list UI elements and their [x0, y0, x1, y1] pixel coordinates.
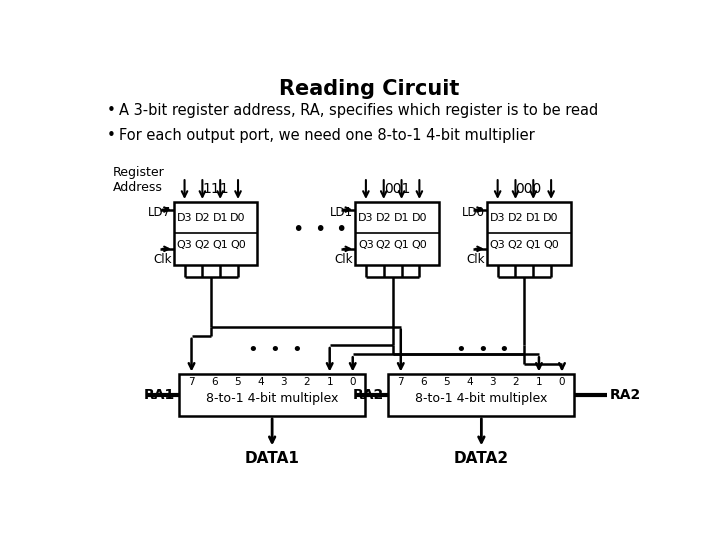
Text: 1: 1 [326, 377, 333, 387]
Text: LD7: LD7 [148, 206, 171, 219]
Text: Q2: Q2 [508, 240, 523, 249]
Text: 111: 111 [202, 182, 229, 196]
Text: Register
Address: Register Address [113, 166, 165, 194]
Text: 2: 2 [513, 377, 519, 387]
Text: •: • [336, 220, 347, 239]
Text: 6: 6 [211, 377, 218, 387]
Text: Clk: Clk [466, 253, 485, 266]
Text: D3: D3 [490, 213, 505, 222]
Text: For each output port, we need one 8-to-1 4-bit multiplier: For each output port, we need one 8-to-1… [120, 128, 535, 143]
Text: 8-to-1 4-bit multiplex: 8-to-1 4-bit multiplex [206, 392, 338, 404]
Text: •: • [107, 103, 116, 118]
Text: Clk: Clk [334, 253, 353, 266]
Text: •: • [314, 220, 325, 239]
Bar [487, 202, 570, 265]
Text: 4: 4 [467, 377, 473, 387]
Text: •: • [248, 341, 258, 359]
Text: D2: D2 [508, 213, 523, 222]
Text: DATA2: DATA2 [454, 451, 509, 467]
Text: 3: 3 [490, 377, 496, 387]
Bar [179, 374, 365, 416]
Text: Clk: Clk [153, 253, 171, 266]
Text: 0: 0 [349, 377, 356, 387]
Text: D1: D1 [526, 213, 541, 222]
Text: D1: D1 [394, 213, 409, 222]
Text: 1: 1 [536, 377, 542, 387]
Text: Q1: Q1 [526, 240, 541, 249]
Text: RA1: RA1 [144, 388, 175, 402]
Text: D2: D2 [194, 213, 210, 222]
Text: 5: 5 [234, 377, 241, 387]
Text: •: • [455, 341, 466, 359]
Text: Q3: Q3 [490, 240, 505, 249]
Text: LD0: LD0 [462, 206, 485, 219]
Text: Q0: Q0 [412, 240, 427, 249]
Text: •: • [292, 220, 303, 239]
Text: D1: D1 [212, 213, 228, 222]
Text: Q0: Q0 [544, 240, 559, 249]
Text: RA2: RA2 [610, 388, 642, 402]
Text: Reading Circuit: Reading Circuit [279, 79, 459, 99]
Text: •: • [107, 128, 116, 143]
Text: 000: 000 [516, 182, 541, 196]
Text: •: • [291, 341, 302, 359]
Text: 0: 0 [559, 377, 565, 387]
Text: •: • [269, 341, 280, 359]
Text: Q0: Q0 [230, 240, 246, 249]
Text: 7: 7 [188, 377, 195, 387]
Text: D0: D0 [230, 213, 246, 222]
Text: Q3: Q3 [358, 240, 374, 249]
Text: Q1: Q1 [212, 240, 228, 249]
Text: Q2: Q2 [376, 240, 392, 249]
Text: 8-to-1 4-bit multiplex: 8-to-1 4-bit multiplex [415, 392, 548, 404]
Text: DATA1: DATA1 [245, 451, 300, 467]
Bar [174, 202, 258, 265]
Text: 6: 6 [420, 377, 427, 387]
Text: Q3: Q3 [176, 240, 192, 249]
Text: D2: D2 [376, 213, 392, 222]
Text: D0: D0 [412, 213, 427, 222]
Text: RA2: RA2 [354, 388, 384, 402]
Text: A 3-bit register address, RA, specifies which register is to be read: A 3-bit register address, RA, specifies … [120, 103, 599, 118]
Text: D3: D3 [358, 213, 374, 222]
Text: •: • [477, 341, 487, 359]
Text: 3: 3 [280, 377, 287, 387]
Text: •: • [498, 341, 509, 359]
Text: D0: D0 [544, 213, 559, 222]
Text: 4: 4 [257, 377, 264, 387]
Text: 2: 2 [303, 377, 310, 387]
Text: D3: D3 [177, 213, 192, 222]
Text: 7: 7 [397, 377, 404, 387]
Bar [388, 374, 575, 416]
Text: 5: 5 [444, 377, 450, 387]
Text: LD1: LD1 [330, 206, 353, 219]
Text: 001: 001 [384, 182, 410, 196]
Bar [355, 202, 438, 265]
Text: Q1: Q1 [394, 240, 410, 249]
Text: Q2: Q2 [194, 240, 210, 249]
